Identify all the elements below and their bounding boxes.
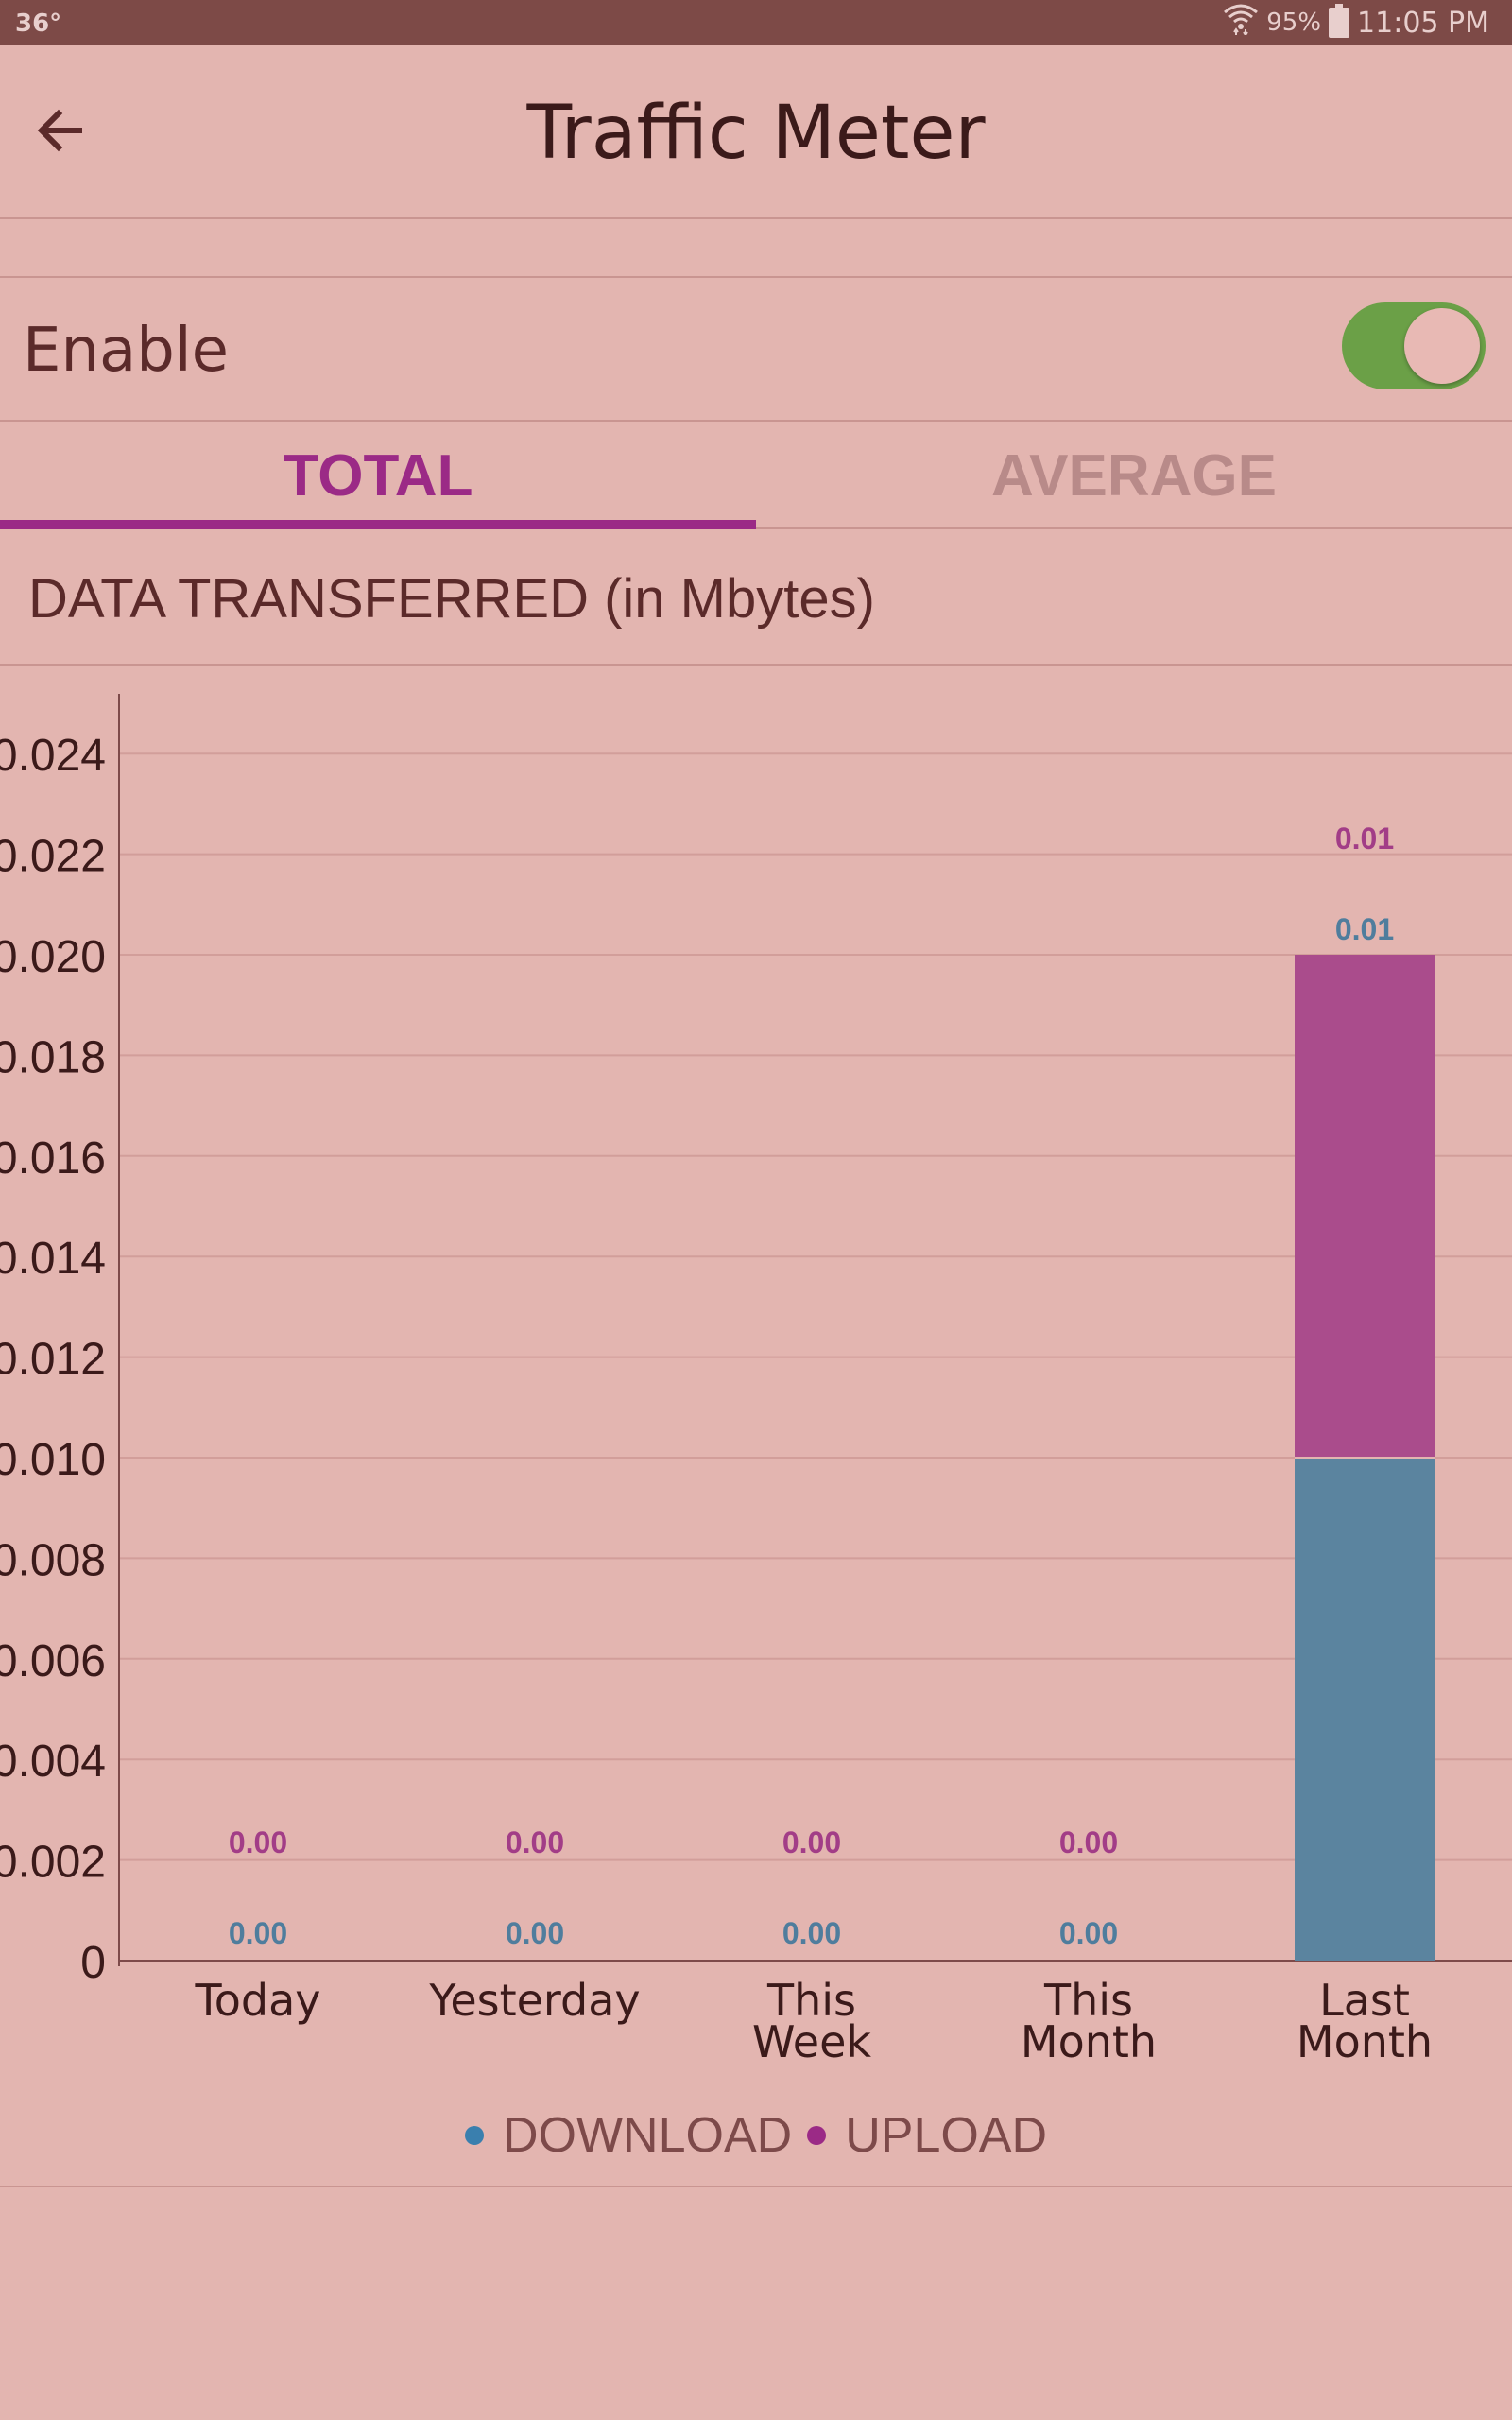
x-tick-label: Yesterday (428, 1975, 640, 2026)
data-label-upload: 0.00 (782, 1825, 841, 1859)
y-tick-label: 0.014 (0, 1234, 106, 1284)
data-transferred-heading: DATA TRANSFERRED (in Mbytes) (28, 568, 875, 630)
y-tick-label: 0.008 (0, 1535, 106, 1585)
temperature-indicator: 36° (15, 9, 62, 38)
data-label-upload: 0.00 (506, 1825, 564, 1859)
status-icons: 95% 11:05 PM (1223, 4, 1489, 42)
x-tick-label: This (766, 1975, 856, 2026)
x-tick-label: Month (1297, 2016, 1433, 2067)
back-button[interactable] (23, 93, 98, 168)
toggle-thumb (1404, 308, 1480, 384)
x-tick-label: Week (752, 2016, 871, 2067)
y-tick-label: 0.004 (0, 1737, 106, 1787)
page-title: Traffic Meter (526, 91, 986, 176)
data-label-upload: 0.01 (1335, 821, 1394, 856)
y-tick-label: 0.024 (0, 731, 106, 781)
battery-icon (1329, 4, 1350, 38)
data-label-download: 0.00 (229, 1916, 287, 1950)
chart-legend: DOWNLOAD UPLOAD (0, 2102, 1512, 2169)
legend-item-download: DOWNLOAD (464, 2107, 793, 2164)
section-heading: DATA TRANSFERRED (in Mbytes) (0, 529, 1512, 666)
tab-average[interactable]: AVERAGE (990, 442, 1277, 509)
data-label-download: 0.00 (782, 1916, 841, 1950)
y-tick-label: 0 (80, 1938, 106, 1988)
y-tick-label: 0.018 (0, 1032, 106, 1082)
y-tick-label: 0.016 (0, 1133, 106, 1184)
header-spacer (0, 219, 1512, 278)
y-tick-label: 0.002 (0, 1838, 106, 1888)
x-tick-label: Last (1319, 1975, 1410, 2026)
data-label-download: 0.00 (1059, 1916, 1118, 1950)
download-dot-icon (464, 2126, 484, 2145)
y-tick-label: 0.010 (0, 1435, 106, 1485)
y-tick-label: 0.022 (0, 832, 106, 882)
upload-dot-icon (807, 2126, 827, 2145)
x-tick-label: Month (1021, 2016, 1157, 2067)
app-header: Traffic Meter (0, 45, 1512, 219)
y-tick-label: 0.006 (0, 1636, 106, 1686)
bar-upload (1295, 955, 1435, 1458)
traffic-chart: 0 0.002 0.004 0.006 0.008 0.010 0.012 0.014 0.01… (0, 666, 1512, 2187)
data-label-upload: 0.00 (1059, 1825, 1118, 1859)
y-tick-label: 0.020 (0, 932, 106, 982)
data-label-upload: 0.00 (229, 1825, 287, 1859)
data-label-download: 0.01 (1335, 912, 1394, 946)
legend-item-upload: UPLOAD (807, 2107, 1047, 2164)
arrow-left-icon (37, 109, 82, 152)
enable-toggle[interactable] (1342, 302, 1486, 389)
y-tick-label: 0.012 (0, 1335, 106, 1385)
x-tick-label: Today (194, 1975, 320, 2026)
wifi-icon (1223, 3, 1259, 43)
bar-download (1295, 1458, 1435, 1961)
tab-total[interactable]: TOTAL (283, 442, 473, 509)
chart-canvas: 0 0.002 0.004 0.006 0.008 0.010 0.012 0.014 0.01… (0, 694, 1512, 2067)
enable-label: Enable (23, 316, 229, 386)
tab-bar: TOTAL AVERAGE (0, 422, 1512, 529)
active-tab-indicator (0, 520, 756, 529)
status-bar: 36° 95% 11:05 PM (0, 0, 1512, 45)
legend-label-download: DOWNLOAD (502, 2108, 793, 2163)
enable-row: Enable (0, 278, 1512, 422)
x-tick-label: This (1043, 1975, 1133, 2026)
legend-label-upload: UPLOAD (845, 2108, 1048, 2163)
data-label-download: 0.00 (506, 1916, 564, 1950)
battery-percentage: 95% (1266, 9, 1322, 37)
clock: 11:05 PM (1357, 6, 1489, 40)
